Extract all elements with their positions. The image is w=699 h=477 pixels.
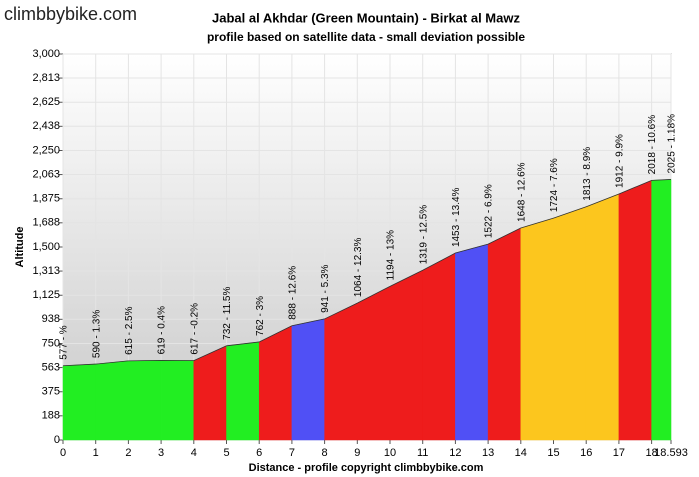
x-axis-label: Distance - profile copyright climbbybike… <box>249 462 484 474</box>
profile-segment <box>160 360 195 441</box>
profile-segment <box>422 252 456 441</box>
x-tick-label: 10 <box>384 447 396 459</box>
y-tick-label: 1,875 <box>32 193 60 205</box>
x-tick-label: 3 <box>158 447 164 459</box>
data-label: 1912 - 9.9% <box>615 134 626 188</box>
profile-segment <box>585 193 620 441</box>
profile-segment <box>651 179 672 441</box>
x-tick-label: 11 <box>417 447 428 459</box>
data-label: 888 - 12.6% <box>288 266 299 320</box>
x-tick-label: 16 <box>580 447 592 459</box>
profile-segment <box>291 318 325 441</box>
profile-segment <box>520 217 554 441</box>
profile-segment <box>357 285 391 441</box>
data-label: 1064 - 12.3% <box>353 238 364 298</box>
x-tick-label: 12 <box>449 447 461 459</box>
x-tick-label: 15 <box>547 447 559 459</box>
data-label: 1453 - 13.4% <box>451 187 462 247</box>
chart-title: Jabal al Akhdar (Green Mountain) - Birka… <box>212 10 520 25</box>
x-tick-label: 17 <box>613 447 625 459</box>
y-tick-label: 2,438 <box>32 120 60 132</box>
y-tick-label: 188 <box>42 410 60 422</box>
data-label: 2025 - 1.18% <box>667 114 678 174</box>
y-tick-label: 1,688 <box>32 217 60 229</box>
y-tick-label: 2,625 <box>32 96 60 108</box>
y-tick-label: 563 <box>42 361 60 373</box>
data-label: 1319 - 12.5% <box>418 205 429 265</box>
profile-segment <box>487 227 522 441</box>
y-tick-label: 0 <box>54 434 60 446</box>
profile-segment <box>62 363 96 441</box>
data-label: 1648 - 12.6% <box>516 162 527 222</box>
profile-segment <box>324 302 358 441</box>
x-tick-label: 4 <box>191 447 197 459</box>
y-tick-label: 750 <box>42 337 60 349</box>
data-label: 619 - 0.4% <box>157 306 168 354</box>
x-tick-label: 1 <box>93 447 99 459</box>
data-label: 577 - % <box>59 325 70 360</box>
data-label: 615 - 2.5% <box>124 306 135 354</box>
profile-segment <box>226 341 260 441</box>
profile-segment <box>95 360 129 441</box>
x-tick-label: 0 <box>60 447 66 459</box>
data-label: 732 - 11.5% <box>222 287 233 340</box>
y-tick-label: 938 <box>42 313 60 325</box>
data-label: 617 - -0.2% <box>189 303 200 355</box>
profile-segment <box>389 269 423 441</box>
x-tick-label: 6 <box>256 447 262 459</box>
data-label: 1194 - 13% <box>386 230 397 281</box>
y-tick-label: 1,500 <box>32 241 60 253</box>
profile-segment <box>128 360 162 441</box>
x-tick-label: 8 <box>322 447 328 459</box>
data-label: 1724 - 7.6% <box>549 158 560 212</box>
data-label: 590 - 1.3% <box>91 310 102 358</box>
chart-subtitle: profile based on satellite data - small … <box>207 30 525 44</box>
y-axis-label: Altitude <box>14 227 26 268</box>
y-tick-label: 2,813 <box>32 72 60 84</box>
logo: climbbybike.com <box>4 4 137 24</box>
profile-segment <box>618 179 652 441</box>
data-label: 762 - 3% <box>255 296 266 336</box>
x-tick-label: 13 <box>482 447 494 459</box>
profile-line <box>62 179 672 367</box>
y-tick-label: 1,125 <box>32 289 60 301</box>
x-tick-label: 18.593 <box>654 447 688 459</box>
x-tick-label: 5 <box>223 447 229 459</box>
x-tick-label: 14 <box>515 447 527 459</box>
profile-segment <box>553 206 587 441</box>
y-tick-label: 375 <box>42 386 60 398</box>
y-tick-label: 2,250 <box>32 144 60 156</box>
x-tick-label: 9 <box>354 447 360 459</box>
y-tick-label: 3,000 <box>32 48 60 60</box>
x-tick-label: 7 <box>289 447 295 459</box>
profile-segment <box>193 345 227 441</box>
y-tick-label: 1,313 <box>32 265 60 277</box>
data-label: 941 - 5.3% <box>320 264 331 312</box>
data-label: 1813 - 8.9% <box>582 147 593 201</box>
x-tick-label: 2 <box>125 447 131 459</box>
profile-segment <box>455 243 489 441</box>
profile-segment <box>258 325 293 441</box>
x-tick-label: 18 <box>645 447 657 459</box>
data-label: 1522 - 6.9% <box>484 184 495 238</box>
y-tick-label: 2,063 <box>32 168 60 180</box>
data-label: 2018 - 10.6% <box>647 115 658 175</box>
